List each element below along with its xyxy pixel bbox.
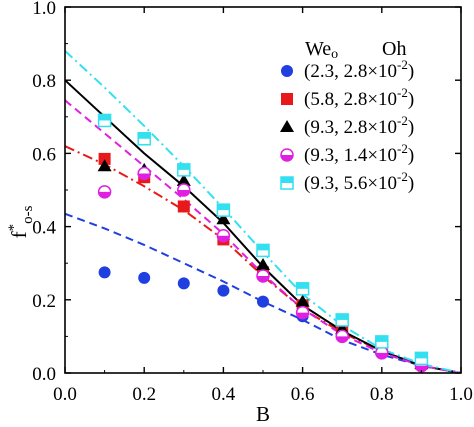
axes: 0.0 0.2 0.4 0.6 0.8 1.0 0.0 0.2 0.4 0.6 0.8 1.0 — [32, 0, 473, 405]
data-point — [98, 152, 111, 165]
legend-marker — [281, 65, 293, 77]
x-tick-label: 0.2 — [132, 384, 156, 405]
fit-line — [65, 212, 461, 373]
data-point — [176, 173, 191, 186]
data-point — [256, 269, 270, 283]
data-point — [177, 163, 191, 177]
data-point — [295, 294, 310, 307]
data-point — [335, 313, 349, 327]
legend-marker — [280, 148, 294, 162]
data-point — [295, 305, 310, 320]
legend-marker — [280, 120, 294, 132]
data-point — [375, 335, 389, 349]
data-point — [137, 132, 151, 146]
data-point — [97, 113, 112, 128]
legend-marker — [280, 176, 294, 190]
y-tick-label: 0.6 — [32, 144, 56, 165]
data-point — [414, 351, 429, 366]
legend-label: (2.3, 2.8×10-2) — [304, 57, 414, 82]
y-tick-label: 1.0 — [32, 0, 56, 19]
data-point — [256, 243, 270, 258]
data-point — [375, 346, 389, 360]
legend: Weo Oh (2.3, 2.8×10-2) (5.8, 2.8×10-2) (9.… — [280, 38, 414, 194]
x-tick-label: 1.0 — [449, 384, 473, 405]
y-tick-label: 0.4 — [32, 218, 56, 239]
data-point — [138, 271, 151, 284]
legend-label: (5.8, 2.8×10-2) — [304, 85, 414, 110]
data-point — [257, 295, 269, 308]
legend-label: (9.3, 1.4×10-2) — [304, 141, 414, 166]
data-point — [256, 258, 270, 271]
x-tick-label: 0.6 — [291, 384, 315, 405]
legend-header-we: Weo — [305, 38, 338, 62]
x-tick-label: 0.8 — [370, 384, 394, 405]
data-point — [98, 266, 111, 279]
data-points — [97, 113, 429, 373]
data-point — [217, 284, 230, 297]
x-tick-label: 0.0 — [53, 384, 77, 405]
data-point — [97, 159, 112, 172]
data-point — [295, 282, 310, 296]
data-point — [177, 183, 191, 197]
data-point — [335, 329, 349, 344]
x-axis-title: B — [256, 402, 270, 426]
data-point — [216, 229, 231, 243]
data-point — [97, 185, 112, 199]
data-point — [216, 212, 231, 225]
legend-header-oh: Oh — [382, 38, 406, 60]
data-point — [177, 200, 190, 213]
data-point — [177, 277, 190, 290]
y-tick-label: 0.0 — [32, 364, 56, 385]
legend-marker — [281, 93, 293, 105]
data-point — [137, 166, 151, 181]
data-point — [216, 203, 231, 217]
legend-label: (9.3, 5.6×10-2) — [304, 169, 414, 194]
y-tick-label: 0.8 — [32, 71, 56, 92]
legend-label: (9.3, 2.8×10-2) — [304, 113, 414, 138]
x-tick-label: 0.4 — [212, 384, 236, 405]
y-tick-label: 0.2 — [32, 291, 56, 312]
